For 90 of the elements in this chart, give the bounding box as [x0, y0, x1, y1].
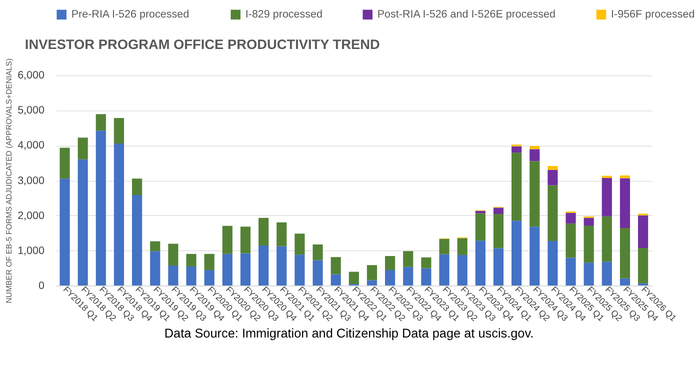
- bar: [168, 265, 178, 286]
- bar: [566, 212, 576, 224]
- bar: [602, 216, 612, 262]
- bar: [620, 178, 630, 228]
- bar: [620, 278, 630, 286]
- bar: [530, 161, 540, 227]
- bar: [602, 262, 612, 286]
- bar: [150, 251, 160, 286]
- bar: [548, 240, 558, 286]
- bar: [330, 274, 341, 286]
- bar: [240, 253, 251, 286]
- bar: [457, 254, 468, 286]
- legend-label: Pre-RIA I-526 processed: [71, 8, 190, 21]
- bar: [493, 208, 504, 214]
- bar: [186, 254, 196, 267]
- bar: [566, 258, 576, 286]
- bar: [330, 257, 341, 274]
- bar: [366, 265, 378, 280]
- bar: [222, 254, 232, 286]
- bar: [530, 149, 540, 162]
- bar: [78, 138, 88, 160]
- bar: [638, 248, 648, 284]
- bar: [78, 159, 88, 286]
- bar: [457, 238, 468, 255]
- bar: [475, 210, 486, 214]
- bar: [602, 178, 612, 216]
- bar: [385, 270, 396, 286]
- bar: [276, 222, 287, 246]
- bar: [114, 144, 124, 286]
- chart-title: INVESTOR PROGRAM OFFICE PRODUCTIVITY TREND: [24, 36, 380, 52]
- bar: [620, 228, 630, 278]
- bar: [258, 218, 269, 246]
- bar: [204, 254, 214, 270]
- legend-label: I-829 processed: [245, 8, 322, 21]
- legend-label: Post-RIA I-526 and I-526E processed: [377, 8, 556, 21]
- bar: [530, 146, 540, 150]
- bar: [96, 130, 106, 286]
- y-tick-label: 4,000: [18, 140, 44, 152]
- bar: [294, 254, 305, 286]
- bar: [240, 226, 251, 254]
- bar: [132, 195, 142, 286]
- y-tick-label: 1,000: [18, 244, 44, 257]
- bar: [385, 256, 396, 270]
- bar: [584, 226, 594, 263]
- bar: [96, 114, 106, 131]
- bar: [548, 166, 558, 170]
- bar: [493, 248, 504, 286]
- bar: [403, 266, 414, 286]
- bar: [348, 272, 359, 284]
- bar: [312, 260, 323, 286]
- bar: [512, 220, 522, 286]
- bar: [638, 215, 648, 248]
- bar: [168, 244, 178, 266]
- bar: [294, 234, 305, 255]
- y-tick-label: 6,000: [18, 70, 44, 82]
- bar: [439, 238, 450, 254]
- bar: [512, 146, 522, 153]
- bar: [114, 118, 124, 144]
- bar: [493, 214, 504, 248]
- bar: [258, 246, 269, 286]
- source-note: Data Source: Immigration and Citizenship Data page at uscis.gov.: [164, 326, 534, 340]
- bar: [366, 280, 378, 286]
- bar: [150, 241, 160, 252]
- bar: [222, 226, 232, 254]
- bar: [421, 257, 432, 268]
- bar: [204, 270, 214, 286]
- bar: [475, 240, 486, 286]
- bar: [186, 266, 196, 286]
- bar: [132, 178, 142, 196]
- bar: [584, 218, 594, 226]
- bar: [584, 262, 594, 286]
- y-axis-title: NUMBER OF EB-5 FORMS ADJUDICATED (APPROVALS+DENIALS): [4, 58, 14, 304]
- bar: [566, 223, 576, 258]
- legend-label: I-956F processed: [611, 8, 695, 21]
- bar: [439, 254, 450, 286]
- bar: [276, 246, 287, 286]
- y-tick-label: 2,000: [18, 210, 44, 222]
- bar: [530, 226, 540, 286]
- y-tick-label: 3,000: [18, 174, 44, 187]
- bar: [421, 268, 432, 286]
- bar: [548, 185, 558, 241]
- bar: [548, 170, 558, 186]
- y-tick-label: 5,000: [18, 104, 44, 117]
- bar: [475, 213, 486, 241]
- bar: [60, 178, 70, 286]
- bar: [60, 148, 70, 179]
- y-tick-label: 0: [38, 280, 44, 292]
- bar: [512, 152, 522, 221]
- bar: [312, 244, 323, 260]
- bar: [403, 251, 414, 267]
